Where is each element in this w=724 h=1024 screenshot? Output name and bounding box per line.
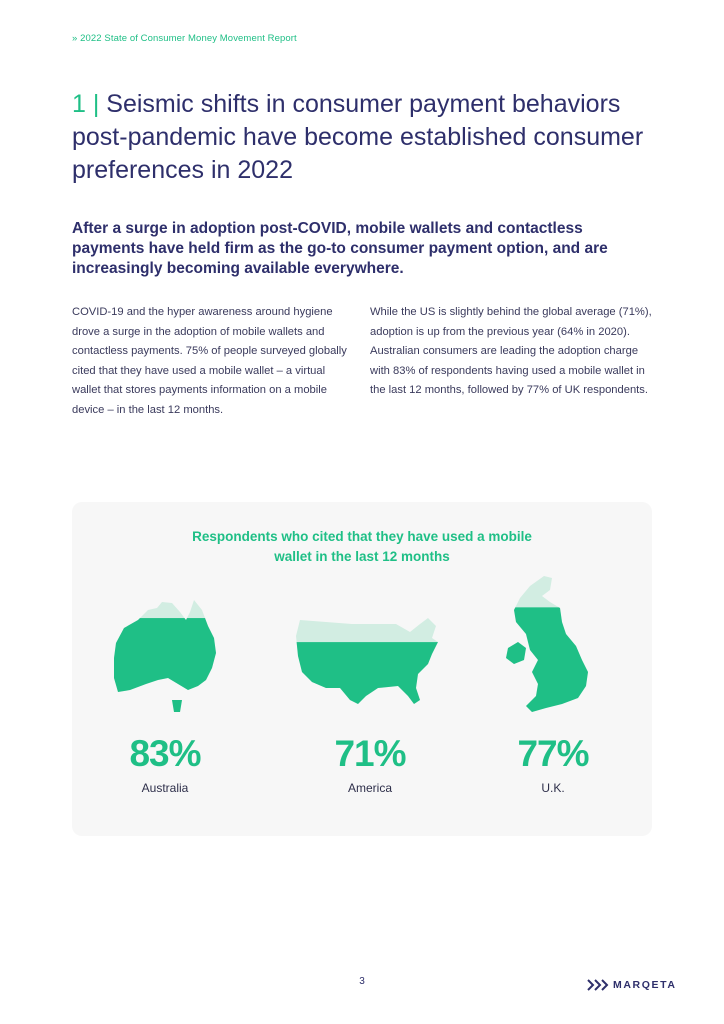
australia-filled-area — [114, 618, 216, 712]
america-filled-area — [296, 642, 438, 704]
infographic-title-line1: Respondents who cited that they have use… — [192, 529, 532, 544]
uk-percent: 77% — [517, 733, 589, 774]
uk-label: U.K. — [541, 781, 565, 795]
chevrons-icon — [587, 979, 609, 991]
australia-label: Australia — [141, 781, 189, 795]
infographic-title-line2: wallet in the last 12 months — [274, 549, 450, 564]
marqeta-logo: MARQETA — [587, 977, 677, 993]
uk-map-icon — [506, 576, 588, 712]
section-title-text: Seismic shifts in consumer payment behav… — [72, 90, 644, 184]
uk-filled-area — [506, 607, 588, 712]
australia-map-icon — [114, 600, 216, 712]
breadcrumb: » 2022 State of Consumer Money Movement … — [72, 33, 297, 44]
logo-text: MARQETA — [613, 979, 677, 991]
america-map-icon — [296, 618, 438, 704]
page-number: 3 — [359, 976, 365, 987]
america-label: America — [347, 781, 392, 795]
australia-percent: 83% — [129, 733, 201, 774]
infographic-panel: Respondents who cited that they have use… — [72, 502, 652, 836]
body-paragraph-right: While the US is slightly behind the glob… — [370, 306, 652, 396]
page-title: 1 | Seismic shifts in consumer payment b… — [72, 88, 672, 187]
section-subtitle: After a surge in adoption post-COVID, mo… — [72, 220, 608, 277]
america-percent: 71% — [334, 733, 406, 774]
section-number: 1 | — [72, 90, 100, 118]
infographic-title: Respondents who cited that they have use… — [72, 527, 652, 567]
body-paragraph-left: COVID-19 and the hyper awareness around … — [72, 306, 347, 416]
